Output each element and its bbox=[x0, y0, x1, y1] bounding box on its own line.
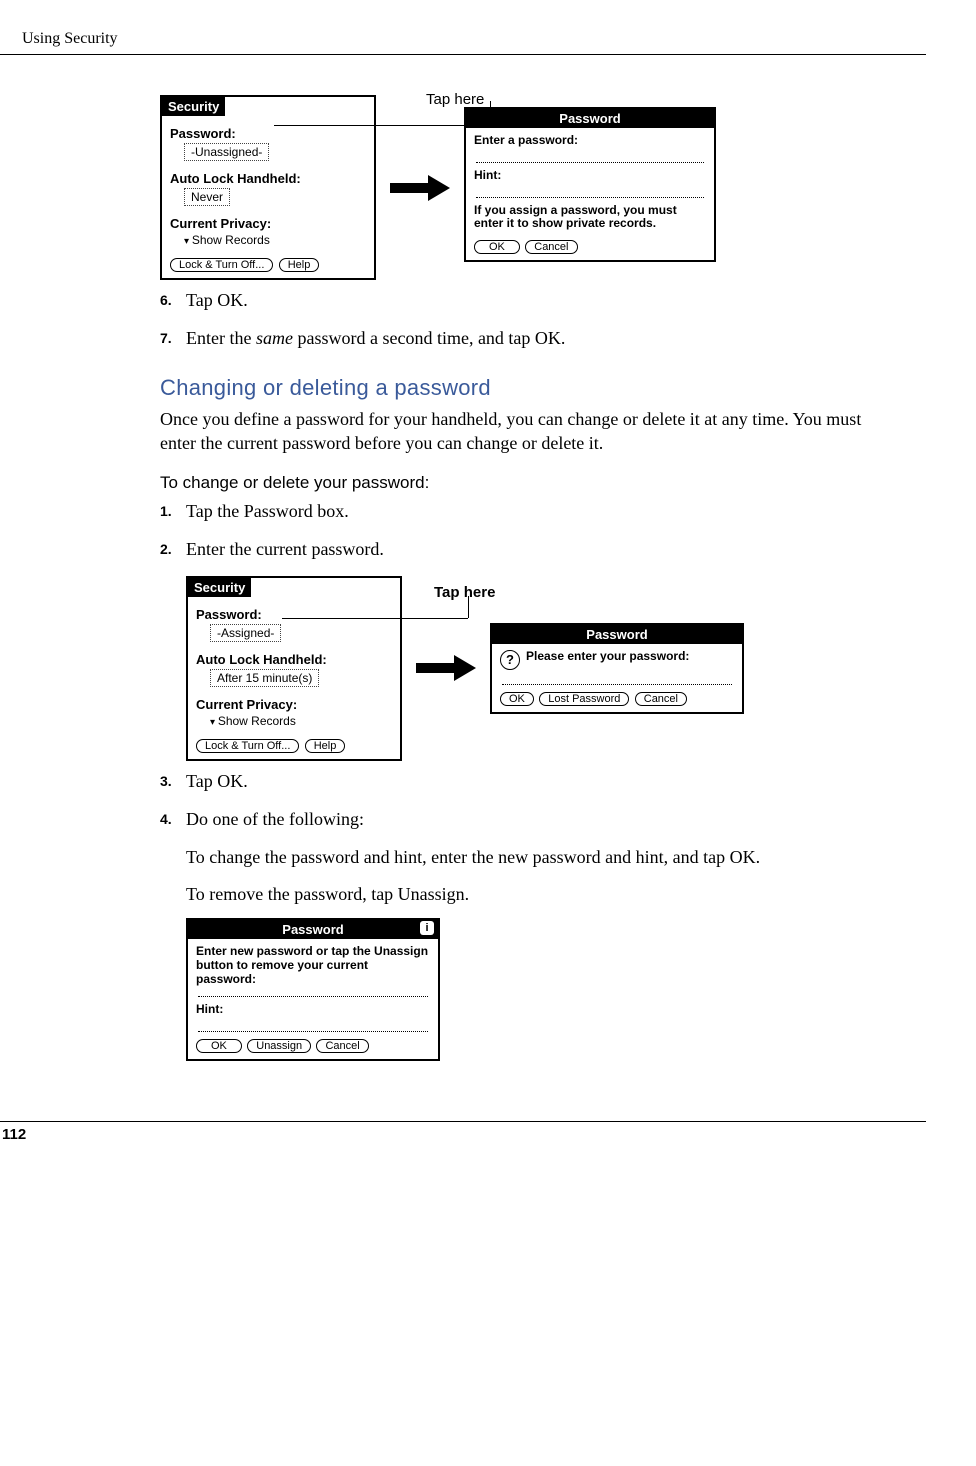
step-text: Tap OK. bbox=[186, 769, 886, 793]
password-note: If you assign a password, you must enter… bbox=[474, 204, 706, 232]
step-4: 4. Do one of the following: bbox=[160, 807, 886, 831]
password-label: Password: bbox=[196, 607, 392, 622]
arrow-icon bbox=[390, 175, 450, 201]
figure-2: Tap here Security Password: -Assigned- A… bbox=[186, 576, 886, 761]
step-7: 7. Enter the same password a second time… bbox=[160, 326, 886, 350]
ok-button[interactable]: OK bbox=[196, 1039, 242, 1053]
figure-1: Tap here Security Password: -Unassigned-… bbox=[160, 95, 886, 280]
ok-button[interactable]: OK bbox=[500, 692, 534, 706]
tap-here-label-2: Tap here bbox=[434, 584, 495, 601]
autolock-label: Auto Lock Handheld: bbox=[196, 652, 392, 667]
step-number: 4. bbox=[160, 807, 186, 831]
step-text: Enter the same password a second time, a… bbox=[186, 326, 886, 350]
cancel-button[interactable]: Cancel bbox=[316, 1039, 368, 1053]
subsection-heading: To change or delete your password: bbox=[160, 473, 886, 493]
unassign-button[interactable]: Unassign bbox=[247, 1039, 311, 1053]
hint-label: Hint: bbox=[474, 169, 706, 183]
enter-password-label: Enter a password: bbox=[474, 134, 706, 148]
step-number: 2. bbox=[160, 537, 186, 561]
help-button[interactable]: Help bbox=[279, 258, 320, 272]
password-prompt: Please enter your password: bbox=[526, 650, 689, 664]
step-1: 1. Tap the Password box. bbox=[160, 499, 886, 523]
tap-here-label-1: Tap here bbox=[426, 91, 484, 108]
step-text: Tap OK. bbox=[186, 288, 886, 312]
step-text: Do one of the following: bbox=[186, 807, 886, 831]
step-4b: To remove the password, tap Unassign. bbox=[186, 882, 886, 906]
arrow-icon bbox=[416, 655, 476, 681]
privacy-dropdown[interactable]: Show Records bbox=[184, 233, 270, 247]
section-heading: Changing or deleting a password bbox=[160, 375, 886, 401]
hint-input[interactable] bbox=[198, 1019, 428, 1032]
password-dialog-3: Password i Enter new password or tap the… bbox=[186, 918, 440, 1061]
step-3: 3. Tap OK. bbox=[160, 769, 886, 793]
step-number: 7. bbox=[160, 326, 186, 350]
autolock-box[interactable]: After 15 minute(s) bbox=[210, 669, 319, 687]
security-panel-1: Security Password: -Unassigned- Auto Loc… bbox=[160, 95, 376, 280]
password-dialog-2: Password ? Please enter your password: O… bbox=[490, 623, 744, 714]
step-text: Tap the Password box. bbox=[186, 499, 886, 523]
autolock-label: Auto Lock Handheld: bbox=[170, 171, 366, 186]
ok-button[interactable]: OK bbox=[474, 240, 520, 254]
footer-rule: 112 bbox=[0, 1121, 926, 1143]
password-input[interactable] bbox=[502, 672, 732, 685]
page-header: Using Security bbox=[0, 30, 926, 48]
cancel-button[interactable]: Cancel bbox=[635, 692, 687, 706]
privacy-label: Current Privacy: bbox=[170, 216, 366, 231]
hint-input[interactable] bbox=[476, 185, 704, 198]
security-panel-2: Security Password: -Assigned- Auto Lock … bbox=[186, 576, 402, 761]
step-6: 6. Tap OK. bbox=[160, 288, 886, 312]
step-number: 6. bbox=[160, 288, 186, 312]
help-button[interactable]: Help bbox=[305, 739, 346, 753]
password-box[interactable]: -Assigned- bbox=[210, 624, 281, 642]
autolock-box[interactable]: Never bbox=[184, 188, 230, 206]
question-icon: ? bbox=[500, 650, 520, 670]
hint-label: Hint: bbox=[196, 1003, 430, 1017]
header-rule bbox=[0, 54, 926, 55]
security-title: Security bbox=[188, 578, 251, 597]
password-input[interactable] bbox=[476, 150, 704, 163]
password-dialog-1: Password Enter a password: Hint: If you … bbox=[464, 107, 716, 262]
password-dialog-title: Password i bbox=[188, 920, 438, 939]
password-dialog-title: Password bbox=[466, 109, 714, 128]
step-number: 3. bbox=[160, 769, 186, 793]
lock-button[interactable]: Lock & Turn Off... bbox=[196, 739, 299, 753]
step-4a: To change the password and hint, enter t… bbox=[186, 845, 886, 869]
password-box[interactable]: -Unassigned- bbox=[184, 143, 269, 161]
password-label: Password: bbox=[170, 126, 366, 141]
new-password-prompt: Enter new password or tap the Unassign b… bbox=[196, 945, 430, 986]
lock-button[interactable]: Lock & Turn Off... bbox=[170, 258, 273, 272]
privacy-dropdown[interactable]: Show Records bbox=[210, 714, 296, 728]
privacy-label: Current Privacy: bbox=[196, 697, 392, 712]
step-number: 1. bbox=[160, 499, 186, 523]
step-text: Enter the current password. bbox=[186, 537, 886, 561]
page-number: 112 bbox=[0, 1126, 926, 1143]
password-dialog-title: Password bbox=[492, 625, 742, 644]
info-icon[interactable]: i bbox=[420, 921, 434, 935]
step-2: 2. Enter the current password. bbox=[160, 537, 886, 561]
lost-password-button[interactable]: Lost Password bbox=[539, 692, 629, 706]
section-paragraph: Once you define a password for your hand… bbox=[160, 407, 886, 456]
security-title: Security bbox=[162, 97, 225, 116]
cancel-button[interactable]: Cancel bbox=[525, 240, 577, 254]
